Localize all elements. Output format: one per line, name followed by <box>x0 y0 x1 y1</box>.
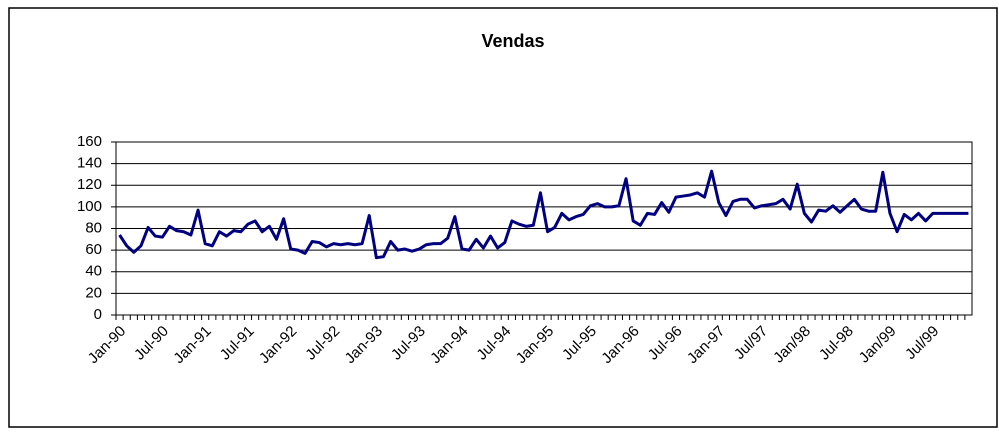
y-tick-label: 20 <box>85 284 102 301</box>
chart-frame <box>8 7 998 428</box>
y-tick-label: 0 <box>94 306 102 323</box>
y-tick-label: 140 <box>77 155 102 172</box>
y-tick-label: 160 <box>77 133 102 150</box>
y-tick-label: 120 <box>77 176 102 193</box>
line-series <box>118 169 969 260</box>
y-tick-label: 100 <box>77 198 102 215</box>
y-tick-label: 80 <box>85 219 102 236</box>
chart-title: Vendas <box>481 31 544 51</box>
y-tick-label: 60 <box>85 241 102 258</box>
y-tick-label: 40 <box>85 263 102 280</box>
